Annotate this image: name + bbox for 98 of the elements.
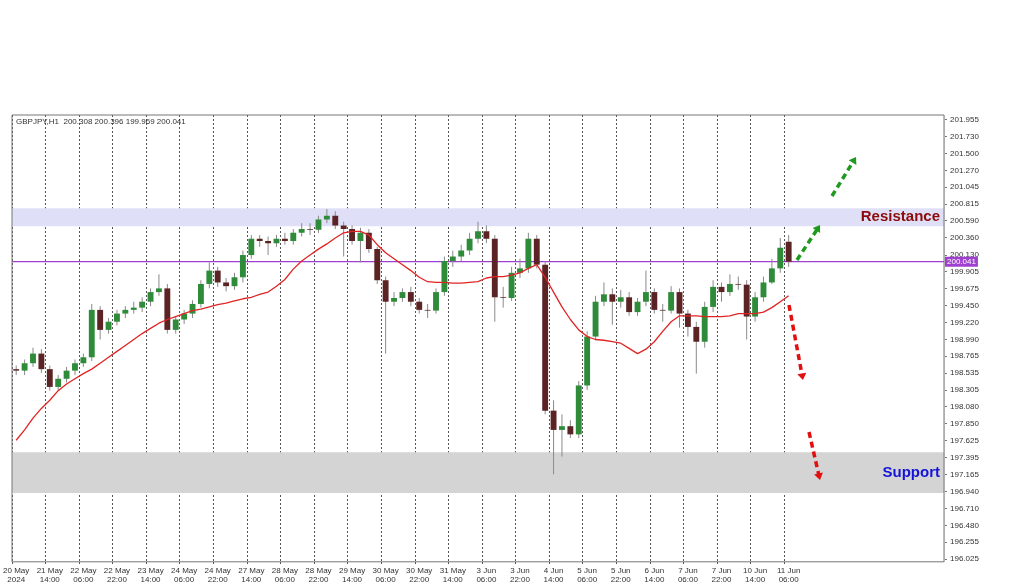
candlestick — [550, 399, 557, 475]
candlestick — [214, 266, 221, 288]
candlestick — [349, 224, 355, 246]
x-tick-label: 28 May 06:00 — [271, 565, 298, 585]
x-tick-label: 7 Jun 06:00 — [677, 565, 699, 585]
ref-line-label: 200.041 — [947, 256, 977, 266]
candlestick — [239, 250, 246, 283]
y-tick-label: 200.815 — [950, 199, 980, 209]
y-tick-label: 199.675 — [950, 283, 980, 293]
candlestick — [340, 221, 347, 258]
y-tick-label: 198.990 — [950, 334, 980, 344]
x-tick-label: 5 Jun 06:00 — [577, 565, 598, 585]
candlestick — [30, 347, 36, 368]
candlestick — [642, 270, 649, 307]
candlestick — [46, 364, 53, 392]
candlestick — [475, 221, 481, 244]
y-tick-label: 199.450 — [950, 300, 980, 310]
candlestick — [651, 287, 658, 315]
candlestick — [38, 348, 45, 374]
candlestick — [768, 258, 775, 285]
y-tick-label: 197.165 — [950, 469, 980, 479]
candlestick — [726, 273, 733, 297]
y-tick-label: 201.955 — [950, 115, 980, 125]
candlestick — [466, 232, 473, 256]
candlestick — [407, 286, 414, 307]
annotation: GBPJPY,H1 200.308 200.396 199.969 200.041 — [16, 117, 187, 127]
x-tick-label: 20 May 2024 — [3, 565, 30, 585]
x-tick-label: 22 May 06:00 — [70, 565, 97, 585]
candlestick — [668, 285, 675, 315]
candlestick — [156, 273, 162, 297]
x-tick-label: 3 Jun 22:00 — [509, 565, 531, 585]
y-tick-label: 198.765 — [950, 351, 980, 361]
x-tick-label: 24 May 06:00 — [171, 565, 198, 585]
x-tick-label: 3 Jun 06:00 — [476, 565, 497, 585]
x-tick-label: 10 Jun 14:00 — [743, 565, 768, 585]
candlestick — [139, 296, 146, 313]
y-tick-label: 197.625 — [950, 435, 980, 445]
y-tick-label: 201.730 — [950, 131, 980, 141]
x-tick-label: 30 May 06:00 — [372, 565, 399, 585]
x-tick-label: 11 Jun 06:00 — [776, 565, 801, 585]
y-tick-label: 196.480 — [950, 520, 980, 530]
y-tick-label: 198.080 — [950, 402, 980, 412]
x-tick-label: 23 May 14:00 — [137, 565, 164, 585]
candlestick — [181, 309, 188, 325]
y-tick-label: 196.255 — [950, 537, 980, 547]
candlestick — [382, 276, 389, 355]
candlestick — [785, 234, 792, 268]
candlestick — [710, 279, 717, 313]
y-tick-label: 196.940 — [950, 486, 980, 496]
candlestick — [626, 291, 633, 317]
y-tick-label: 197.850 — [950, 419, 980, 429]
y-tick-label: 199.220 — [950, 317, 980, 327]
candlestick — [735, 276, 742, 291]
x-tick-label: 29 May 14:00 — [338, 565, 366, 585]
candlestick — [609, 287, 616, 326]
y-tick-label: 197.395 — [950, 452, 980, 462]
y-tick-label: 200.590 — [950, 216, 980, 226]
candlestick — [391, 291, 397, 307]
candlestick — [248, 234, 255, 260]
y-tick-label: 198.305 — [950, 385, 980, 395]
y-tick-label: 196.025 — [950, 554, 980, 564]
candlestick — [693, 321, 700, 375]
y-tick-label: 201.500 — [950, 148, 980, 158]
y-tick-label: 196.710 — [950, 503, 980, 513]
x-tick-label: 27 May 14:00 — [238, 565, 265, 585]
y-tick-label: 201.045 — [950, 182, 980, 192]
candlestick — [307, 222, 314, 236]
candlestick — [281, 232, 288, 246]
candlestick — [97, 305, 104, 341]
x-tick-label: 30 May 22:00 — [406, 565, 433, 585]
candlestick — [659, 303, 666, 323]
x-tick-label: 6 Jun 14:00 — [644, 565, 665, 585]
candlestick — [197, 279, 204, 309]
y-tick-label: 199.905 — [950, 266, 980, 276]
candlestick — [752, 291, 759, 323]
candlestick — [517, 258, 523, 279]
candlestick — [500, 286, 507, 309]
band-label: Resistance — [860, 207, 940, 225]
candlestick — [559, 413, 565, 458]
x-tick-label: 22 May 22:00 — [103, 565, 131, 585]
candlestick — [206, 261, 213, 289]
x-tick-label: 7 Jun 22:00 — [711, 565, 733, 585]
x-tick-label: 24 May 22:00 — [204, 565, 231, 585]
candlestick — [601, 281, 607, 307]
x-tick-label: 28 May 22:00 — [305, 565, 332, 585]
band-label: Support — [882, 462, 940, 480]
candlestick — [265, 236, 272, 256]
candlestick — [433, 287, 439, 315]
y-tick-label: 198.535 — [950, 368, 980, 378]
candlestick — [424, 303, 431, 319]
x-tick-label: 31 May 14:00 — [439, 565, 466, 585]
candlestick — [777, 237, 784, 274]
x-tick-label: 21 May 14:00 — [36, 565, 63, 585]
x-tick-label: 5 Jun 22:00 — [610, 565, 632, 585]
y-tick-label: 200.360 — [950, 233, 980, 243]
x-tick-label: 4 Jun 14:00 — [543, 565, 565, 585]
y-tick-label: 201.270 — [950, 165, 980, 175]
candlestick — [223, 277, 230, 292]
